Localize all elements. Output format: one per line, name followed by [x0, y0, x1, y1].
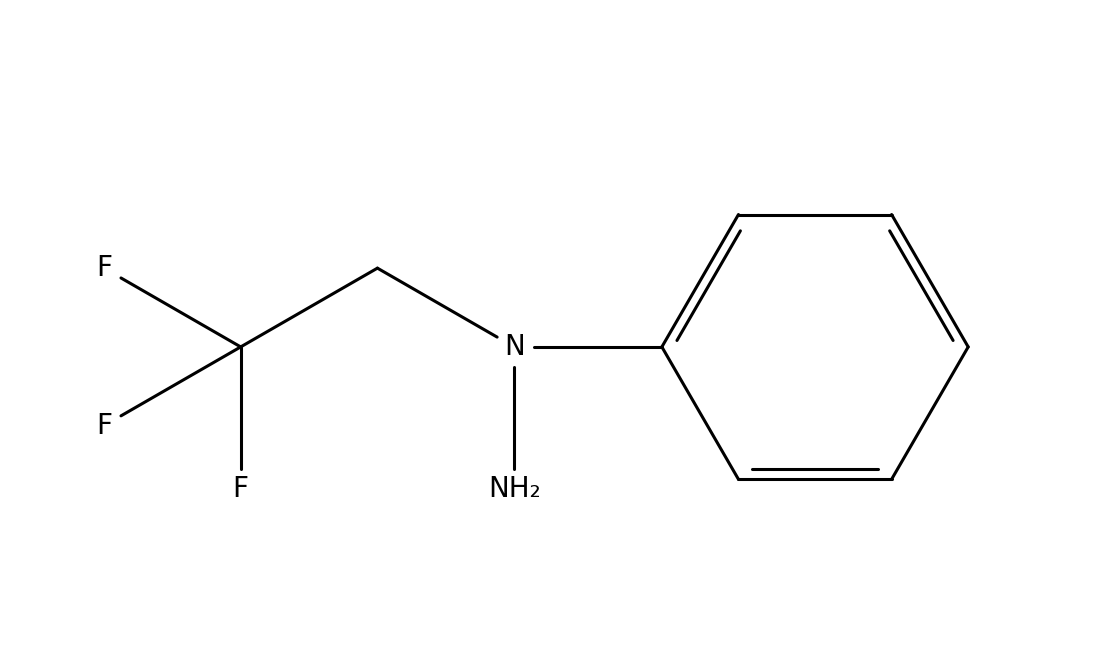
Text: N: N	[504, 333, 524, 361]
Text: NH₂: NH₂	[488, 475, 540, 503]
Text: F: F	[96, 254, 112, 282]
Text: F: F	[96, 412, 112, 440]
Text: F: F	[233, 475, 248, 503]
